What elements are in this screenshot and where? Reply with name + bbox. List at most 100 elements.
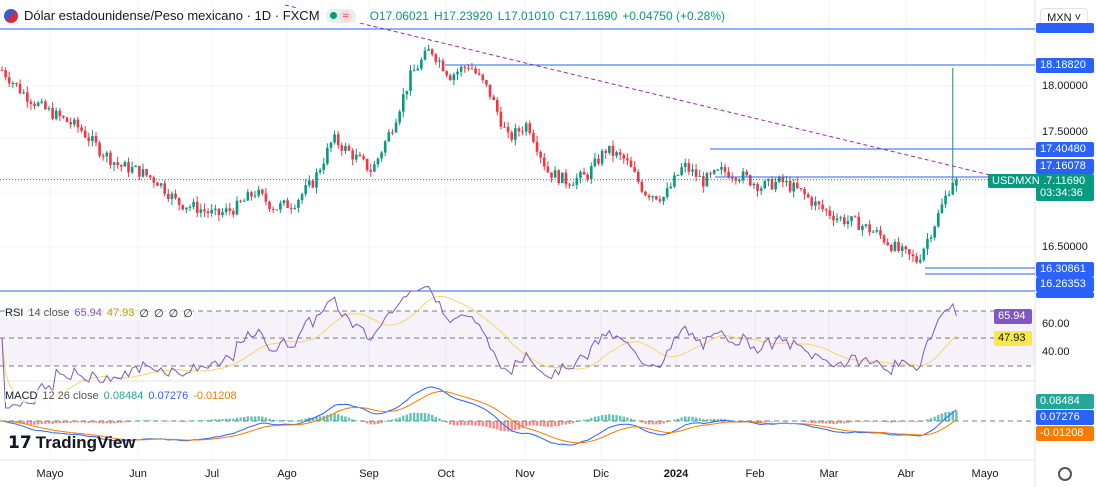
- macd-histogram-bar: [557, 421, 560, 426]
- candle: [264, 193, 268, 202]
- macd-histogram-bar: [705, 419, 709, 421]
- macd-histogram-bar: [709, 419, 712, 421]
- candle: [658, 199, 662, 202]
- candle: [561, 172, 564, 184]
- candle: [123, 162, 127, 167]
- candle: [622, 154, 626, 159]
- settings-icon[interactable]: [1058, 467, 1072, 481]
- current-price-tag: 17.11690 03:34:36: [1036, 174, 1094, 201]
- macd-histogram-bar: [622, 416, 625, 421]
- candle: [532, 132, 535, 142]
- macd-histogram-bar: [80, 421, 83, 423]
- macd-histogram-bar: [535, 421, 539, 426]
- macd-histogram-bar: [91, 421, 94, 423]
- candle: [40, 101, 44, 103]
- candle: [626, 158, 629, 161]
- macd-histogram-bar: [185, 421, 188, 422]
- macd-histogram-bar: [430, 414, 434, 421]
- rsi-line: [1, 286, 957, 409]
- candle: [792, 182, 796, 192]
- price-tag: 17.40480: [1036, 142, 1094, 157]
- candle: [69, 122, 72, 125]
- candle: [756, 183, 759, 191]
- macd-histogram-bar: [18, 421, 22, 424]
- candle: [326, 147, 329, 164]
- status-pill[interactable]: ≈: [325, 8, 356, 23]
- candle: [18, 83, 22, 94]
- candle: [174, 193, 177, 198]
- time-label: Mar: [819, 468, 839, 480]
- macd-histogram-bar: [926, 419, 929, 421]
- macd-histogram-bar: [362, 421, 365, 423]
- macd-histogram-bar: [749, 421, 752, 422]
- candle: [579, 171, 582, 178]
- macd-histogram-bar: [825, 421, 828, 424]
- macd-histogram-bar: [398, 417, 401, 421]
- macd-histogram-bar: [835, 421, 839, 424]
- candle: [467, 67, 470, 69]
- macd-histogram-bar: [658, 421, 662, 425]
- usd-mxn-flag-icon: [4, 8, 18, 23]
- macd-histogram-bar: [257, 416, 260, 421]
- candle: [955, 179, 958, 186]
- open-value: O17.06021: [369, 8, 429, 23]
- candle: [546, 166, 550, 173]
- candle: [427, 49, 430, 51]
- macd-histogram-bar: [369, 421, 372, 425]
- candle: [716, 169, 720, 171]
- macd-histogram-bar: [872, 421, 875, 422]
- candle: [828, 210, 832, 216]
- tradingview-logo[interactable]: 𝟭𝟳 TradingView: [8, 433, 136, 453]
- candle: [488, 84, 492, 97]
- macd-histogram-bar: [611, 414, 615, 421]
- candle: [0, 70, 4, 72]
- candle: [199, 209, 203, 213]
- macd-histogram-bar: [716, 418, 719, 421]
- trend-line: [284, 4, 991, 176]
- macd-histogram-bar: [474, 421, 477, 426]
- rsi-legend[interactable]: RSI 14 close 65.94 47.93 ∅ ∅ ∅ ∅: [5, 307, 193, 320]
- symbol-title[interactable]: Dólar estadounidense/Peso mexicano · 1D …: [24, 8, 320, 23]
- macd-histogram-bar: [731, 420, 734, 421]
- candle: [116, 162, 119, 166]
- macd-signal-value: -0.01208: [193, 390, 237, 402]
- macd-histogram-bar: [112, 421, 116, 424]
- candle: [365, 158, 369, 171]
- candle: [33, 103, 36, 106]
- macd-histogram-bar: [109, 421, 112, 424]
- candle: [709, 173, 712, 175]
- macd-histogram-bar: [897, 421, 900, 423]
- candle: [785, 180, 788, 183]
- time-label: Mayo: [971, 468, 999, 480]
- candle: [22, 92, 25, 94]
- macd-histogram-bar: [521, 421, 524, 429]
- candle: [857, 216, 861, 230]
- macd-histogram-bar: [586, 419, 589, 421]
- macd-legend[interactable]: MACD 12 26 close 0.08484 0.07276 -0.0120…: [5, 390, 237, 402]
- macd-histogram-bar: [87, 421, 90, 424]
- macd-histogram-bar: [615, 415, 618, 421]
- macd-histogram-bar: [752, 421, 756, 422]
- macd-histogram-bar: [929, 418, 933, 421]
- candle: [611, 145, 615, 156]
- macd-histogram-bar: [380, 421, 383, 424]
- candle: [835, 218, 839, 221]
- candle: [629, 160, 633, 168]
- candle: [589, 166, 593, 179]
- macd-histogram-bar: [402, 415, 405, 421]
- macd-histogram-bar: [564, 421, 568, 425]
- candle: [416, 68, 420, 71]
- candle: [665, 188, 669, 197]
- time-label: Oct: [437, 468, 455, 480]
- candle: [210, 209, 213, 214]
- candle: [242, 200, 246, 202]
- macd-histogram-bar: [438, 418, 441, 421]
- macd-histogram-bar: [210, 419, 213, 421]
- candle: [405, 90, 409, 95]
- macd-histogram-bar: [618, 415, 622, 421]
- macd-histogram-bar: [600, 415, 604, 421]
- candle: [864, 224, 868, 227]
- candle: [235, 200, 239, 215]
- macd-histogram-bar: [868, 421, 871, 422]
